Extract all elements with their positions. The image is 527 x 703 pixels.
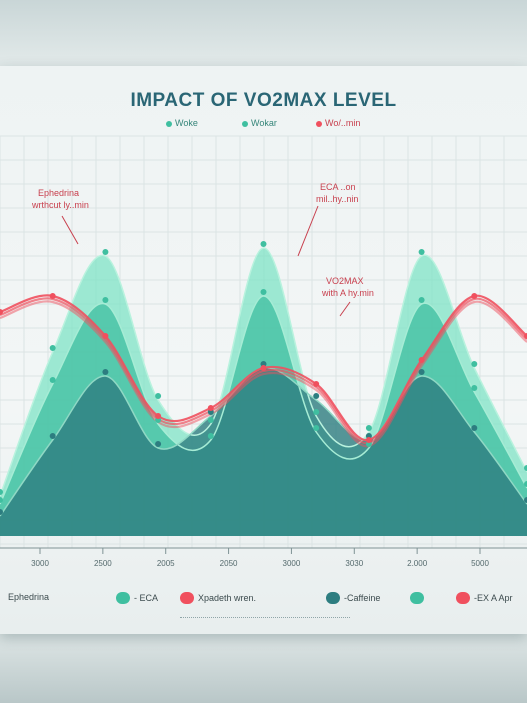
data-point bbox=[155, 441, 162, 447]
data-point bbox=[365, 437, 372, 443]
annotation-1-line1: Ephedrina bbox=[38, 188, 79, 198]
data-point bbox=[155, 413, 162, 419]
data-point bbox=[418, 357, 425, 363]
data-point bbox=[260, 289, 267, 295]
bottom-legend-item: -EX A Apr bbox=[456, 592, 513, 604]
series-lines bbox=[0, 247, 527, 517]
data-point bbox=[207, 405, 214, 411]
top-legend-item-1: Woke bbox=[166, 118, 198, 128]
x-tick-label: 3000 bbox=[283, 559, 301, 568]
legend-swatch bbox=[326, 592, 340, 604]
top-legend-item-2: Wokar bbox=[242, 118, 277, 128]
x-ticks: 3000 2500 2005 2050 3000 3030 2.000 5000 bbox=[31, 548, 489, 568]
bottom-legend-item bbox=[410, 592, 428, 604]
data-point bbox=[524, 333, 527, 339]
chart-svg: 3000 2500 2005 2050 3000 3030 2.000 5000 Ephedr… bbox=[0, 135, 527, 568]
data-point bbox=[418, 297, 425, 303]
data-points bbox=[0, 241, 527, 515]
data-point bbox=[102, 369, 109, 375]
data-point bbox=[524, 481, 527, 487]
data-point bbox=[49, 345, 56, 351]
data-point bbox=[260, 365, 267, 371]
series-line-1 bbox=[0, 247, 527, 497]
x-tick-label: 3030 bbox=[345, 559, 363, 568]
data-point bbox=[471, 385, 478, 391]
data-point bbox=[102, 333, 109, 339]
top-legend-label: Wo/..min bbox=[325, 118, 361, 128]
data-point bbox=[524, 497, 527, 503]
bottom-legend-label: Xpadeth wren. bbox=[198, 593, 257, 603]
annotation-2-pointer bbox=[297, 205, 319, 257]
data-point bbox=[313, 381, 320, 387]
x-tick-label: 5000 bbox=[471, 559, 489, 568]
top-legend-label: Woke bbox=[175, 118, 198, 128]
annotation-1-pointer bbox=[61, 215, 79, 245]
data-point bbox=[207, 417, 214, 423]
legend-swatch bbox=[180, 592, 194, 604]
data-point bbox=[49, 377, 56, 383]
data-point bbox=[418, 249, 425, 255]
x-tick-label: 2500 bbox=[94, 559, 112, 568]
series-line-4 bbox=[0, 300, 527, 448]
data-point bbox=[524, 465, 527, 471]
legend-dot bbox=[316, 120, 322, 127]
x-tick-label: 2050 bbox=[220, 559, 238, 568]
bottom-legend-item: - ECA bbox=[116, 592, 158, 604]
data-point bbox=[0, 509, 3, 515]
data-point bbox=[155, 393, 162, 399]
legend-swatch bbox=[410, 592, 424, 604]
legend-swatch bbox=[116, 592, 130, 604]
data-point bbox=[0, 309, 3, 315]
series-line-4 bbox=[0, 294, 527, 442]
x-tick-label: 2005 bbox=[157, 559, 175, 568]
data-point bbox=[102, 249, 109, 255]
data-point bbox=[0, 489, 3, 495]
top-legend-label: Wokar bbox=[251, 118, 277, 128]
bottom-legend-label: -Caffeine bbox=[344, 593, 381, 603]
bottom-legend: Ephedrina - ECA Xpadeth wren. -Caffeine -EX … bbox=[0, 586, 527, 612]
annotation-2-line1: ECA ..on bbox=[320, 182, 356, 192]
data-point bbox=[49, 433, 56, 439]
bottom-legend-label: -EX A Apr bbox=[474, 593, 513, 603]
legend-dot bbox=[166, 120, 172, 127]
data-point bbox=[313, 393, 320, 399]
data-point bbox=[313, 409, 320, 415]
data-point bbox=[313, 425, 320, 431]
data-point bbox=[471, 361, 478, 367]
legend-dot bbox=[242, 120, 248, 127]
data-point bbox=[471, 293, 478, 299]
annotation-1-line2: wrthcut ly..min bbox=[31, 200, 89, 210]
x-tick-label: 2.000 bbox=[407, 559, 428, 568]
annotation-3-pointer bbox=[339, 301, 351, 317]
data-point bbox=[102, 297, 109, 303]
bottom-legend-item: Ephedrina bbox=[8, 592, 49, 602]
bottom-legend-label: - ECA bbox=[134, 593, 159, 603]
series-line-2 bbox=[0, 295, 527, 505]
footer-line bbox=[180, 617, 350, 618]
annotation-3-line2: with A hy.min bbox=[321, 288, 374, 298]
data-point bbox=[49, 293, 56, 299]
data-point bbox=[0, 497, 3, 503]
x-tick-label: 3000 bbox=[31, 559, 49, 568]
bottom-legend-label: Ephedrina bbox=[8, 592, 50, 602]
annotation-2-line2: mil..hy..nin bbox=[316, 194, 358, 204]
data-point bbox=[471, 425, 478, 431]
bottom-legend-item: -Caffeine bbox=[326, 592, 380, 604]
data-point bbox=[365, 425, 372, 431]
annotation-3-line1: VO2MAX bbox=[326, 276, 364, 286]
chart-board: IMPACT OF VO2MAX LEVEL Woke Wokar Wo/..m… bbox=[0, 66, 527, 634]
data-point bbox=[207, 433, 214, 439]
top-legend-item-3: Wo/..min bbox=[316, 118, 360, 128]
series-line-4 bbox=[0, 297, 527, 445]
chart-title: IMPACT OF VO2MAX LEVEL bbox=[130, 90, 397, 111]
legend-swatch bbox=[456, 592, 470, 604]
bottom-legend-item: Xpadeth wren. bbox=[180, 592, 256, 604]
data-point bbox=[260, 241, 267, 247]
data-point bbox=[418, 369, 425, 375]
